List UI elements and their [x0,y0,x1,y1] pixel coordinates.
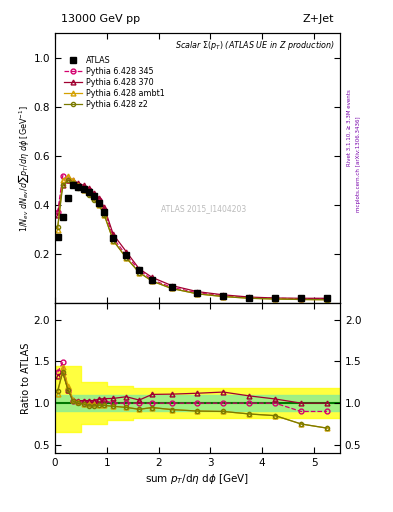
Y-axis label: $1/N_{ev}\ dN_{ev}/d\sum p_T/d\eta\ d\phi\ [\mathrm{GeV}^{-1}]$: $1/N_{ev}\ dN_{ev}/d\sum p_T/d\eta\ d\ph… [17,105,31,231]
Text: ATLAS 2015_I1404203: ATLAS 2015_I1404203 [161,204,246,213]
Text: mcplots.cern.ch [arXiv:1306.3436]: mcplots.cern.ch [arXiv:1306.3436] [356,116,361,211]
Text: Scalar $\Sigma(p_T)$ (ATLAS UE in Z production): Scalar $\Sigma(p_T)$ (ATLAS UE in Z prod… [174,39,334,52]
Text: 13000 GeV pp: 13000 GeV pp [61,14,140,24]
Text: Rivet 3.1.10, ≥ 3.3M events: Rivet 3.1.10, ≥ 3.3M events [347,90,352,166]
X-axis label: sum $p_T$/d$\eta$ d$\phi$ [GeV]: sum $p_T$/d$\eta$ d$\phi$ [GeV] [145,472,250,486]
Text: Z+Jet: Z+Jet [303,14,334,24]
Y-axis label: Ratio to ATLAS: Ratio to ATLAS [21,343,31,414]
Legend: ATLAS, Pythia 6.428 345, Pythia 6.428 370, Pythia 6.428 ambt1, Pythia 6.428 z2: ATLAS, Pythia 6.428 345, Pythia 6.428 37… [62,53,167,112]
